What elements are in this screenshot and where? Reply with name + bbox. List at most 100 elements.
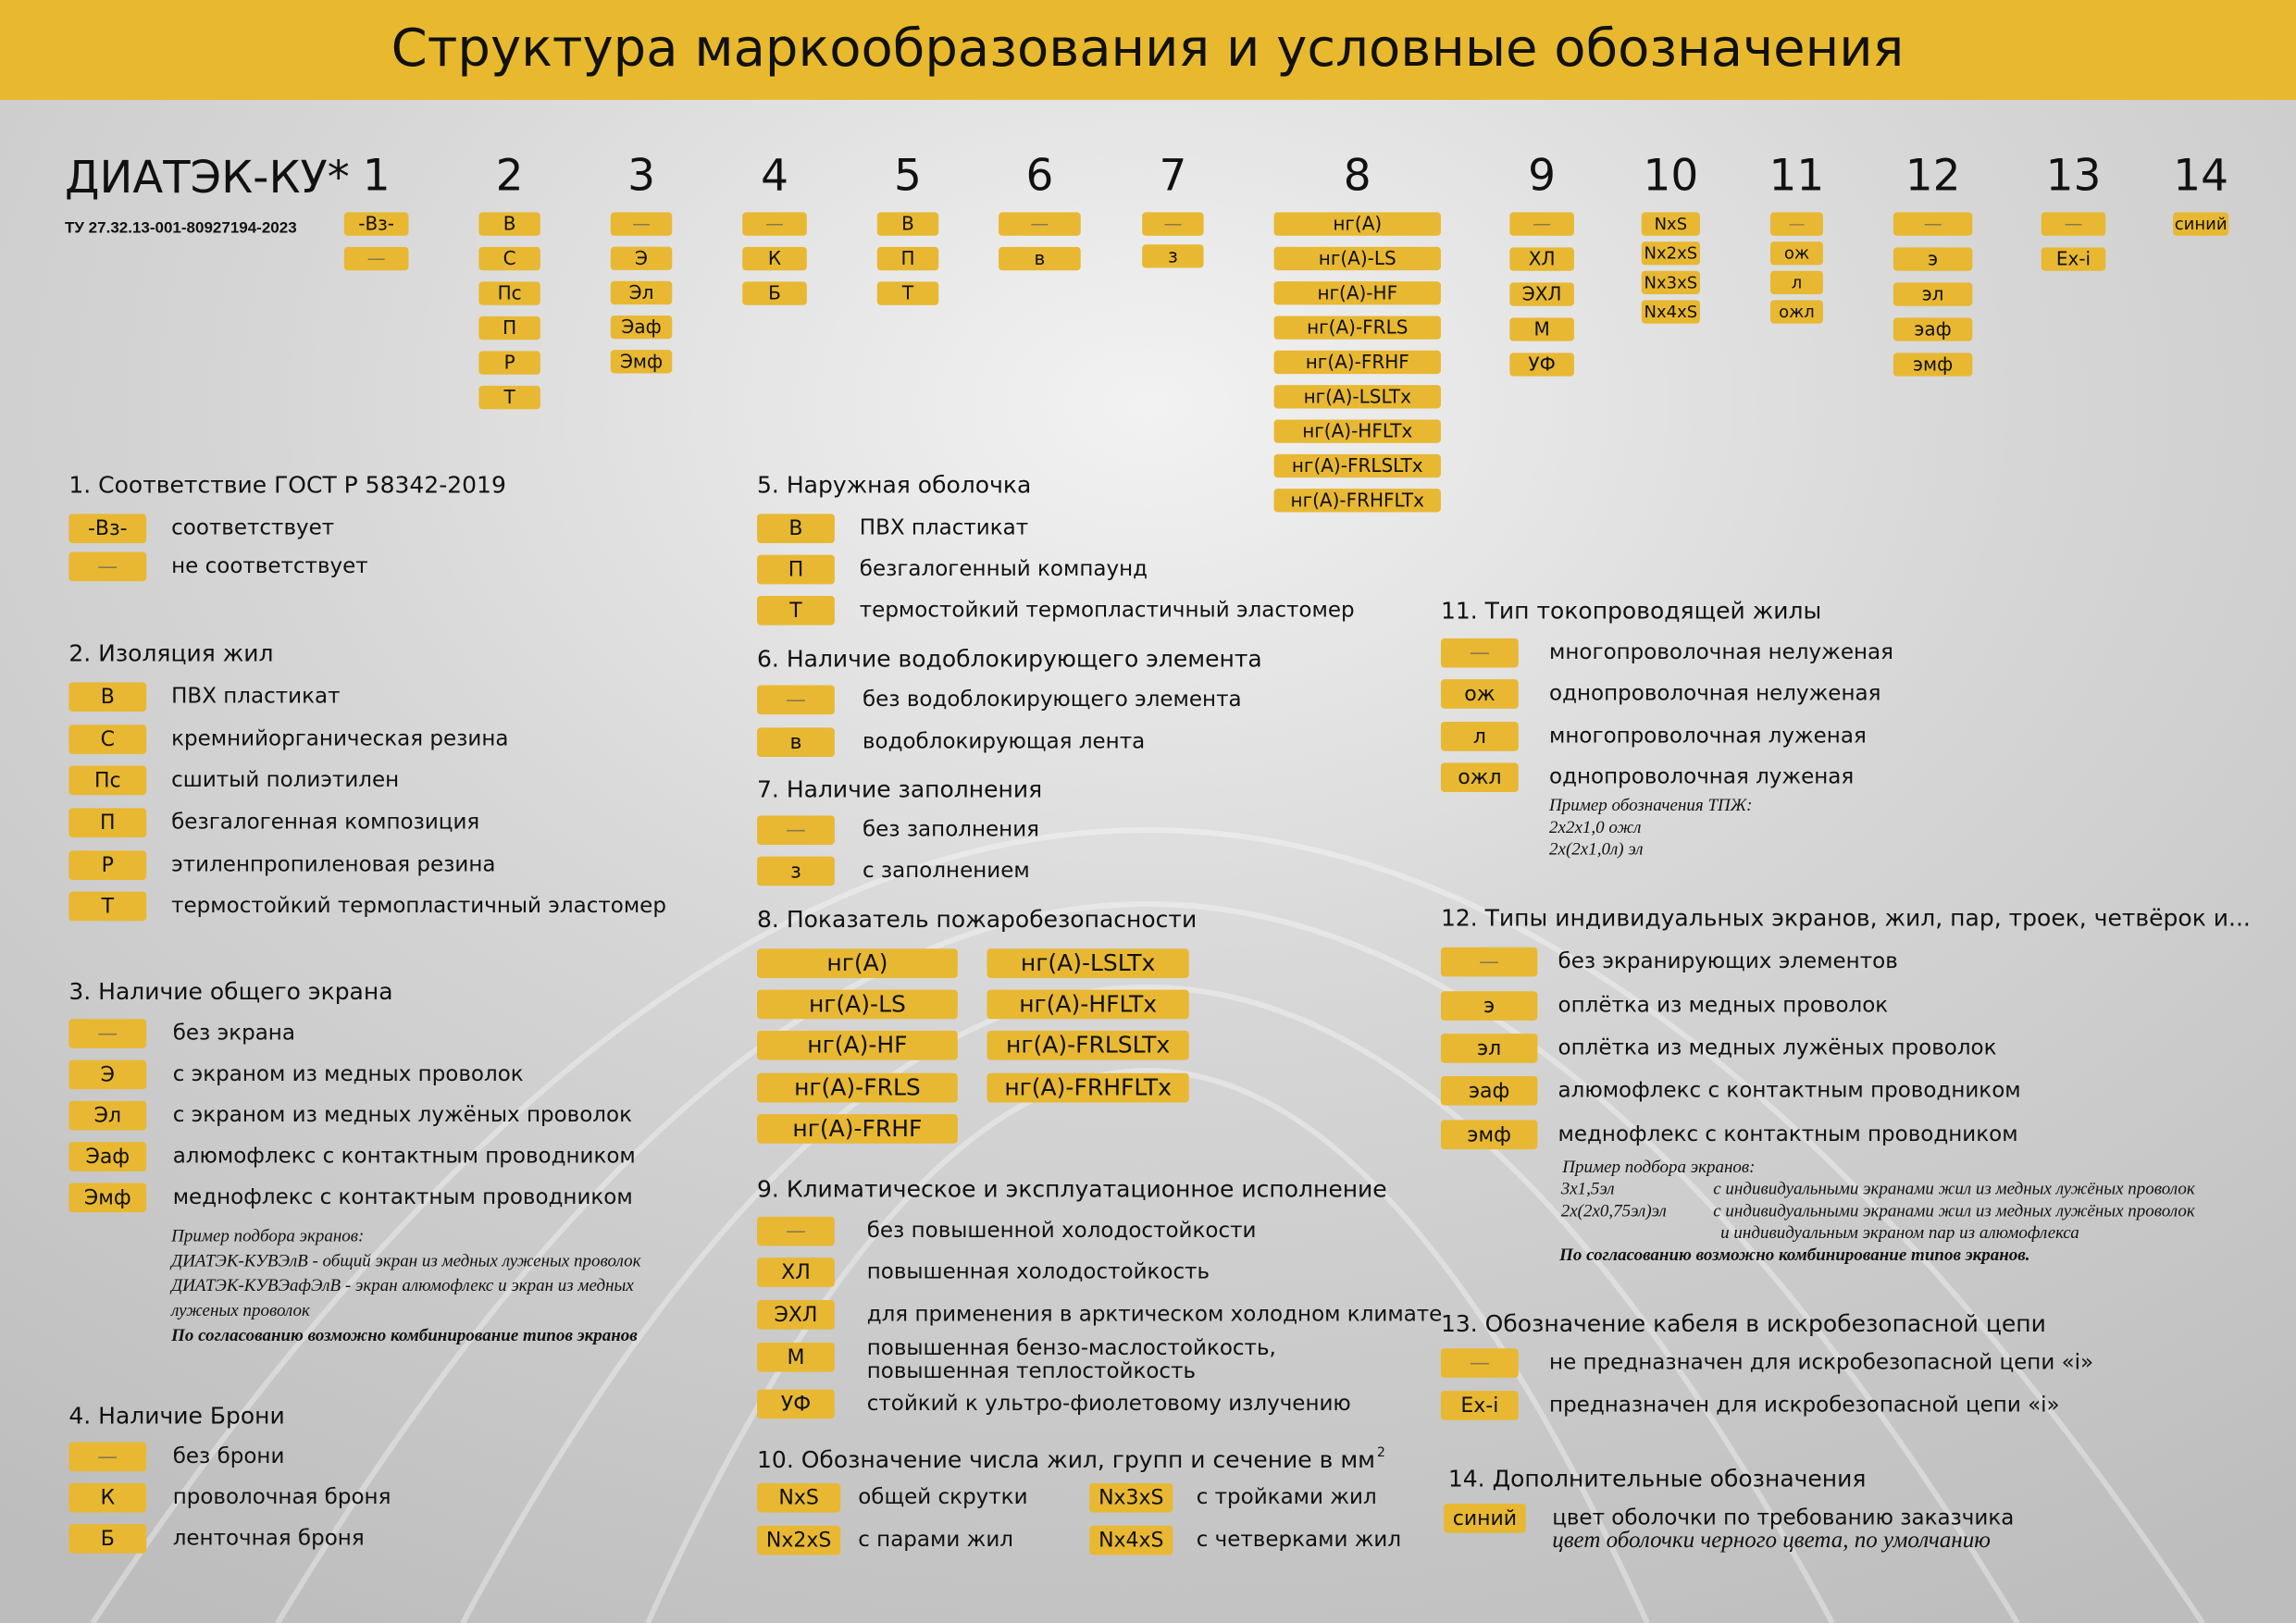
item-text: без брони xyxy=(173,1444,285,1468)
position-code-label: ожл xyxy=(1779,303,1815,322)
note-line: ДИАТЭК-КУВЭлВ - общий экран из медных лу… xyxy=(169,1251,641,1270)
section-title: 1. Соответствие ГОСТ Р 58342-2019 xyxy=(68,471,506,498)
position-number: 5 xyxy=(894,151,922,202)
note-line: цвет оболочки черного цвета, по умолчани… xyxy=(1552,1528,1991,1553)
header-title: Структура маркообразования и условные об… xyxy=(391,19,1905,79)
code-box xyxy=(1440,991,1538,1021)
position-code xyxy=(2041,247,2106,271)
code-box xyxy=(757,1525,841,1555)
position-code xyxy=(876,212,939,236)
position-code xyxy=(343,246,409,271)
position-code xyxy=(478,385,540,410)
code-box xyxy=(1440,1348,1519,1378)
position-code-label: э xyxy=(1928,248,1938,270)
code-box-label: — xyxy=(97,1445,118,1468)
position-code-label: синий xyxy=(2175,215,2228,234)
position-code xyxy=(1509,353,1574,377)
item-text: меднофлекс с контактным проводником xyxy=(173,1185,633,1209)
code-box xyxy=(757,685,835,715)
item-text: с парами жил xyxy=(858,1528,1013,1552)
note-line: с индивидуальными экранами жил из медных… xyxy=(1713,1180,2196,1199)
section-title: 13. Обозначение кабеля в искробезопасной… xyxy=(1441,1310,2046,1337)
code-box-label: Б xyxy=(101,1528,115,1551)
code-box xyxy=(757,727,835,758)
item-text: без экрана xyxy=(173,1022,295,1046)
code-box xyxy=(987,948,1189,978)
position-code-label: Ex-i xyxy=(2056,248,2091,270)
position-code-label: — xyxy=(1788,215,1805,234)
position-code xyxy=(1509,247,1574,271)
position-code-label: Эаф xyxy=(621,316,661,338)
position-number: 6 xyxy=(1025,151,1053,202)
position-code xyxy=(610,246,673,270)
position-code xyxy=(478,246,540,271)
code-box-label: эл xyxy=(1477,1037,1501,1060)
position-number: 14 xyxy=(2173,151,2228,202)
code-box-label: нг(А)-FRHFLTx xyxy=(1004,1074,1172,1101)
item-text: с тройками жил xyxy=(1197,1485,1377,1509)
note-line: и индивидуальным экраном пар из алюмофле… xyxy=(1720,1223,2079,1243)
position-number: 7 xyxy=(1159,151,1186,202)
code-box-label: С xyxy=(101,728,115,751)
code-box xyxy=(987,1030,1189,1060)
code-box-label: Nx2xS xyxy=(766,1530,831,1553)
item-text: меднофлекс с контактным проводником xyxy=(1558,1122,2018,1146)
code-box-label: нг(А) xyxy=(826,949,887,976)
position-code-label: Nx2xS xyxy=(1644,244,1698,264)
code-box xyxy=(757,856,835,886)
position-code-label: нг(А)-FRLSLTx xyxy=(1292,454,1423,477)
item-text: не предназначен для искробезопасной цепи… xyxy=(1549,1351,2093,1375)
position-code-label: — xyxy=(367,247,386,269)
section-title: 10. Обозначение числа жил, групп и сечен… xyxy=(757,1446,1375,1473)
code-box-label: Nx4xS xyxy=(1098,1530,1163,1553)
code-box-label: В xyxy=(101,686,115,709)
note-line: 2х2х1,0 ожл xyxy=(1549,818,1641,837)
code-box-label: ожл xyxy=(1458,766,1501,789)
section-title: 6. Наличие водоблокирующего элемента xyxy=(757,646,1262,673)
position-code-label: — xyxy=(765,213,784,235)
item-text: без экранирующих элементов xyxy=(1558,949,1898,973)
position-code-label: П xyxy=(900,247,914,269)
note-line: 3х1,5эл xyxy=(1560,1180,1615,1199)
position-code xyxy=(742,212,807,236)
position-code-label: нг(А)-HFLTx xyxy=(1302,420,1412,442)
code-box xyxy=(68,891,147,922)
code-box-label: М xyxy=(787,1346,804,1369)
item-text: однопроволочная нелуженая xyxy=(1549,681,1880,705)
position-code-label: нг(А)-HF xyxy=(1317,281,1397,304)
code-box-label: э xyxy=(1483,995,1495,1018)
position-number: 2 xyxy=(496,151,524,202)
code-box xyxy=(68,1100,147,1131)
code-box-label: Эаф xyxy=(85,1146,130,1169)
position-code xyxy=(1641,242,1701,266)
position-code xyxy=(1142,244,1204,268)
position-number: 8 xyxy=(1344,151,1371,202)
code-box xyxy=(987,1072,1189,1103)
position-code xyxy=(1893,282,1973,306)
position-code xyxy=(478,351,540,375)
item-text: водоблокирующая лента xyxy=(863,730,1145,754)
code-box xyxy=(1440,1391,1519,1420)
item-text: повышенная теплостойкость xyxy=(867,1359,1196,1383)
code-box-label: В xyxy=(788,517,802,540)
code-box xyxy=(1440,722,1519,751)
note-line: с индивидуальными экранами жил из медных… xyxy=(1713,1201,2196,1220)
item-text: оплётка из медных проволок xyxy=(1558,994,1889,1018)
position-code xyxy=(1273,281,1441,305)
position-code xyxy=(478,316,540,341)
code-box-label: — xyxy=(97,1022,118,1046)
position-code xyxy=(1273,246,1441,271)
position-code-label: эаф xyxy=(1914,318,1951,341)
position-code xyxy=(1273,419,1441,443)
position-code xyxy=(1273,350,1441,375)
position-code xyxy=(1893,247,1973,271)
code-box xyxy=(68,1142,147,1171)
code-box xyxy=(1089,1482,1173,1513)
code-box-label: нг(А)-FRLSLTx xyxy=(1006,1032,1170,1059)
position-code xyxy=(478,281,540,305)
position-code-label: ож xyxy=(1784,244,1809,264)
item-text: без повышенной холодостойкости xyxy=(867,1219,1257,1243)
position-code xyxy=(343,212,409,236)
code-box xyxy=(1440,638,1519,668)
item-text: для применения в арктическом холодном кл… xyxy=(867,1302,1443,1326)
